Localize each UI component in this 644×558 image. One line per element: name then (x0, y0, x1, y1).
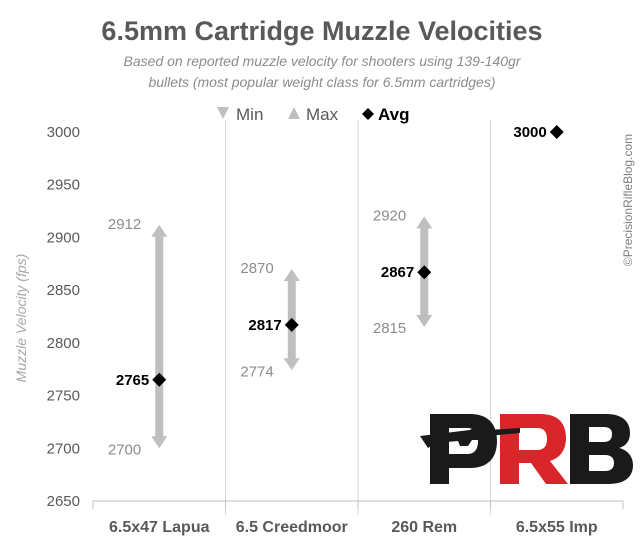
max-label-2: 2870 (240, 260, 273, 277)
max-label-1: 2912 (108, 216, 141, 233)
avg-label-3: 2867 (381, 264, 414, 281)
avg-marker-4 (549, 125, 564, 139)
x-tick-label-2: 6.5 Creedmoor (236, 519, 348, 536)
avg-label-2: 2817 (248, 317, 281, 334)
y-tick-label-2850: 2850 (47, 282, 80, 299)
min-label-1: 2700 (108, 441, 141, 458)
x-tick-label-3: 260 Rem (391, 519, 457, 536)
min-marker-2 (283, 358, 300, 371)
prb-logo (420, 414, 633, 484)
legend-min-marker (217, 107, 229, 119)
chart-title: 6.5mm Cartridge Muzzle Velocities (101, 16, 542, 46)
legend-avg-label: Avg (378, 105, 410, 124)
max-marker-3 (416, 216, 433, 229)
min-label-2: 2774 (240, 363, 273, 380)
legend: Min Max Avg (217, 105, 410, 124)
y-tick-label-2650: 2650 (47, 493, 80, 510)
prb-logo-letter-r (500, 414, 568, 484)
y-tick-label-3000: 3000 (47, 124, 80, 141)
avg-marker-3 (417, 265, 432, 280)
avg-label-1: 2765 (116, 372, 149, 389)
prb-logo-letter-p (430, 414, 497, 484)
legend-avg-marker (362, 108, 374, 120)
avg-marker-1 (152, 372, 167, 387)
y-axis-label: Muzzle Velocity (fps) (13, 254, 29, 383)
x-tick-label-4: 6.5x55 Imp (516, 519, 598, 536)
legend-max-marker (288, 107, 300, 119)
x-tick-label-1: 6.5x47 Lapua (109, 519, 210, 536)
series-layer: 2912 2700 2765 2870 2774 2817 2920 2815 2867 3000 (108, 124, 564, 458)
max-label-3: 2920 (373, 207, 406, 224)
max-marker-2 (283, 269, 300, 282)
avg-marker-2 (284, 317, 299, 332)
legend-max-label: Max (306, 105, 339, 124)
y-tick-label-2750: 2750 (47, 388, 80, 405)
y-axis: 2650 2700 2750 2800 2850 2900 2950 3000 (47, 124, 80, 510)
min-label-3: 2815 (373, 320, 406, 337)
min-marker-1 (151, 436, 168, 449)
max-marker-1 (151, 224, 168, 237)
rifle-icon (420, 426, 520, 448)
y-tick-label-2700: 2700 (47, 440, 80, 457)
range-bar-1 (155, 234, 164, 439)
y-tick-label-2800: 2800 (47, 335, 80, 352)
x-axis: 6.5x47 Lapua 6.5 Creedmoor 260 Rem 6.5x55 I… (92, 500, 624, 536)
chart-subtitle-line-2: bullets (most popular weight class for 6… (148, 74, 495, 90)
chart-subtitle-line-1: Based on reported muzzle velocity for sh… (124, 53, 522, 69)
legend-min-label: Min (236, 105, 263, 124)
prb-logo-letter-b (570, 414, 633, 484)
y-tick-label-2950: 2950 (47, 177, 80, 194)
avg-label-4: 3000 (513, 124, 546, 141)
watermark: ©PrecisionRifleBlog.com (621, 134, 635, 266)
min-marker-3 (416, 315, 433, 328)
y-tick-label-2900: 2900 (47, 229, 80, 246)
